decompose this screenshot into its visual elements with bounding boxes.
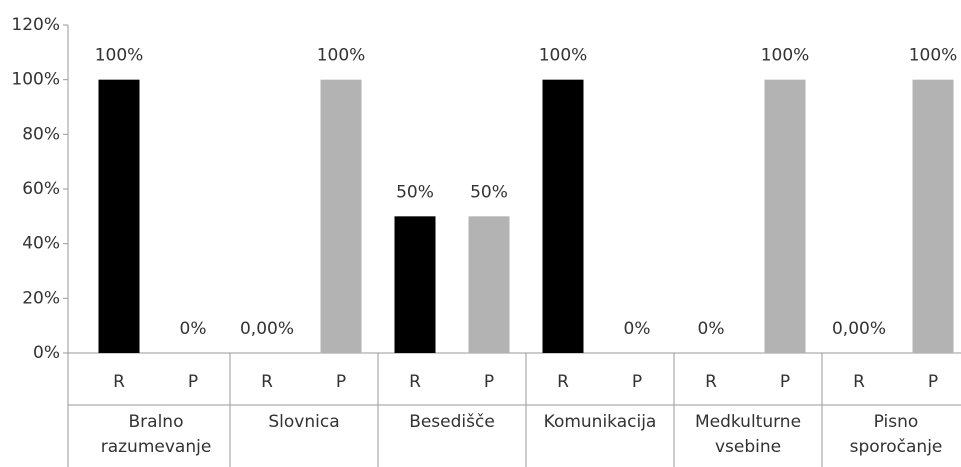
category-label: Medkulturne vsebine <box>694 412 802 457</box>
value-label: 50% <box>470 182 508 202</box>
value-label: 100% <box>761 46 810 66</box>
y-tick-label: 20% <box>22 288 60 308</box>
value-label: 0,00% <box>240 319 294 339</box>
bar <box>320 79 362 354</box>
value-label: 100% <box>95 46 144 66</box>
bar <box>468 216 510 353</box>
value-label: 0% <box>180 319 207 339</box>
sub-category-label: R <box>113 372 125 392</box>
y-tick-label: 120% <box>11 15 60 35</box>
bar <box>394 216 436 353</box>
sub-category-label: P <box>632 372 642 392</box>
category-label: Slovnica <box>268 412 340 432</box>
value-label: 0% <box>624 319 651 339</box>
sub-category-label: P <box>780 372 790 392</box>
value-label: 100% <box>539 46 588 66</box>
category-label: Besedišče <box>409 412 495 432</box>
sub-category-label: R <box>705 372 717 392</box>
category-label: Komunikacija <box>543 412 657 432</box>
sub-category-label: P <box>484 372 494 392</box>
value-label: 0,00% <box>832 319 886 339</box>
bar <box>764 79 806 354</box>
sub-category-label: R <box>409 372 421 392</box>
value-label: 100% <box>909 46 958 66</box>
bar <box>542 79 584 354</box>
sub-category-label: P <box>336 372 346 392</box>
category-label: Pisno sporočanje <box>849 412 943 457</box>
bar <box>98 79 140 354</box>
y-tick-label: 0% <box>33 343 60 363</box>
sub-category-label: R <box>261 372 273 392</box>
value-label: 0% <box>698 319 725 339</box>
value-label: 50% <box>396 182 434 202</box>
sub-category-label: R <box>557 372 569 392</box>
sub-category-label: P <box>928 372 938 392</box>
y-tick-label: 100% <box>11 70 60 90</box>
y-tick-label: 40% <box>22 234 60 254</box>
sub-category-label: P <box>188 372 198 392</box>
value-label: 100% <box>317 46 366 66</box>
y-tick-label: 80% <box>22 124 60 144</box>
bar <box>912 79 954 354</box>
y-tick-label: 60% <box>22 179 60 199</box>
category-label: Bralno razumevanje <box>100 412 212 457</box>
sub-category-label: R <box>853 372 865 392</box>
